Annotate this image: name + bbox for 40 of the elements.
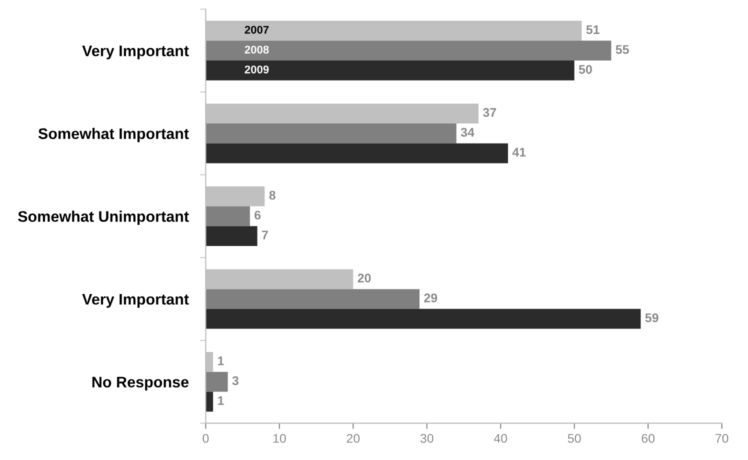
x-tick-label: 60	[642, 434, 655, 443]
data-label: 1	[218, 356, 224, 366]
data-label: 50	[578, 64, 592, 74]
data-label: 7	[262, 230, 268, 240]
series-label: 2009	[244, 66, 269, 74]
series-label: 2008	[244, 46, 269, 54]
bar	[206, 123, 456, 144]
bar	[206, 143, 508, 164]
series-label: 2007	[244, 26, 269, 34]
x-tick-label: 0	[202, 434, 209, 443]
bar	[206, 40, 612, 61]
x-tick-label: 10	[273, 434, 286, 443]
bar	[206, 226, 258, 246]
data-label: 29	[424, 294, 438, 302]
x-tick-label: 70	[716, 434, 728, 443]
x-tick-label: 20	[346, 434, 360, 443]
y-tick-label: Somewhat Unimportant	[18, 210, 189, 225]
bar	[206, 206, 250, 226]
data-label: 59	[645, 313, 658, 322]
data-label: 1	[218, 396, 224, 405]
x-tick-label: 30	[420, 434, 434, 443]
data-label: 8	[269, 190, 276, 200]
data-label: 6	[254, 210, 261, 220]
data-label: 41	[512, 148, 526, 157]
x-tick-label: 40	[494, 434, 508, 443]
bar	[206, 372, 228, 392]
data-label: 55	[616, 45, 629, 54]
data-label: 20	[358, 274, 371, 282]
data-label: 34	[460, 128, 474, 137]
y-tick-label: Very Important	[82, 294, 189, 308]
data-label: 51	[586, 25, 600, 34]
y-tick-label: Somewhat Important	[38, 128, 189, 142]
data-label: 37	[482, 108, 496, 117]
y-tick-label: No Response	[92, 376, 189, 391]
bar	[206, 308, 641, 329]
x-tick-label: 50	[568, 434, 581, 443]
bar	[206, 60, 574, 80]
y-tick-label: Very Important	[82, 46, 189, 60]
bar	[206, 289, 420, 309]
data-label: 3	[232, 376, 238, 386]
